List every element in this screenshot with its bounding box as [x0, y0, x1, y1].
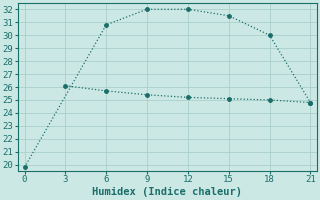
X-axis label: Humidex (Indice chaleur): Humidex (Indice chaleur)	[92, 187, 243, 197]
